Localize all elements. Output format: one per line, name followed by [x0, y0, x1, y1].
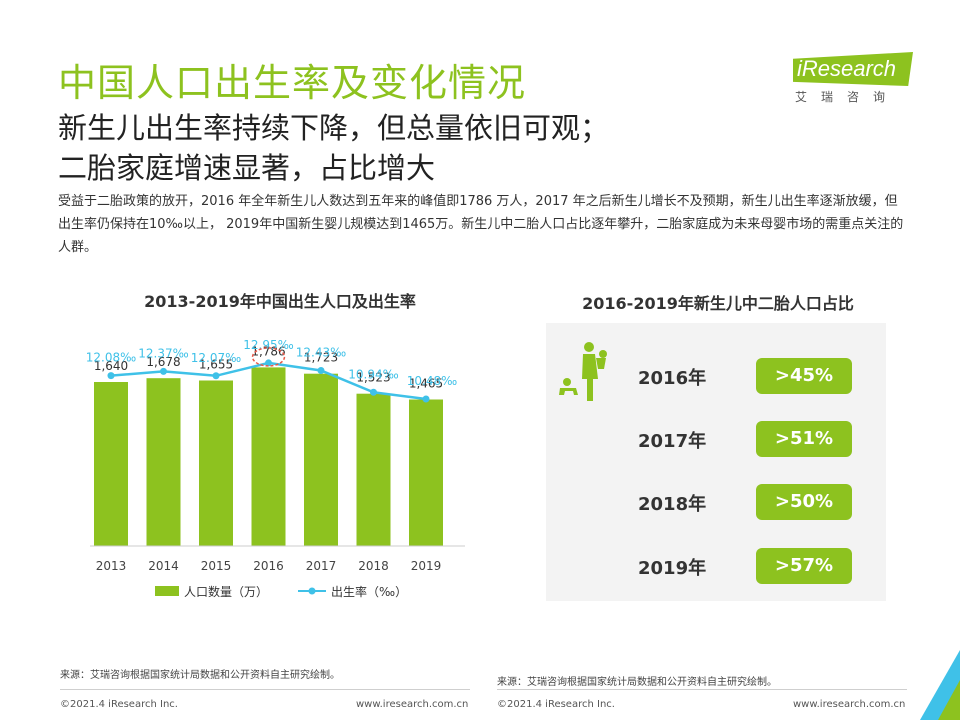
iresearch-logo: iResearch 艾瑞咨询	[793, 52, 913, 108]
x-tick-label-2019: 2019	[411, 559, 442, 573]
population-bar-2018	[356, 393, 391, 546]
rate-value-label-2017: 12.43‰	[296, 346, 346, 360]
rate-value-label-2015: 12.07‰	[191, 351, 241, 365]
family-icon	[559, 342, 607, 401]
share-row-2017: 2017年 >51%	[546, 419, 886, 459]
x-tick-label-2013: 2013	[96, 559, 127, 573]
population-bar-2013	[94, 382, 128, 546]
share-year: 2018年	[638, 494, 707, 515]
x-tick-label-2014: 2014	[148, 559, 179, 573]
rate-value-label-2016: 12.95‰	[243, 338, 293, 352]
share-row-2018: 2018年 >50%	[546, 482, 886, 522]
x-tick-label-2018: 2018	[358, 559, 389, 573]
birth-rate-point-2017	[317, 367, 325, 375]
subtitle-line-2: 二胎家庭增速显著，占比增大	[58, 151, 436, 185]
copyright-right: ©2021.4 iResearch Inc.	[497, 699, 615, 710]
population-bar-2016	[251, 367, 286, 546]
footer-divider-left	[60, 689, 470, 690]
footer-divider-right	[497, 689, 907, 690]
x-tick-label-2017: 2017	[306, 559, 337, 573]
bar-value-label-2017: 1,723	[304, 351, 338, 365]
source-note-right: 来源：艾瑞咨询根据国家统计局数据和公开资料自主研究绘制。	[497, 677, 777, 688]
legend-label-population: 人口数量（万）	[184, 584, 268, 599]
birth-rate-point-2019	[422, 395, 430, 403]
bar-value-label-2016: 1,786	[251, 344, 285, 358]
copyright-left: ©2021.4 iResearch Inc.	[60, 699, 178, 710]
second-chart-title: 2016-2019年新生儿中二胎人口占比	[582, 294, 854, 313]
x-tick-label-2016: 2016	[253, 559, 284, 573]
legend-label-rate: 出生率（‰）	[331, 584, 407, 599]
bar-value-label-2015: 1,655	[199, 358, 233, 372]
share-row-2019: 2019年 >57%	[546, 546, 886, 586]
population-bar-2019	[409, 399, 443, 546]
share-year: 2016年	[638, 368, 707, 389]
description-text: 受益于二胎政策的放开，2016 年全年新生儿人数达到五年来的峰值即1786 万人…	[58, 194, 904, 255]
rate-value-label-2019: 10.48‰	[407, 374, 457, 388]
bar-value-label-2018: 1,523	[356, 371, 390, 385]
population-bar-2017	[304, 373, 338, 546]
birth-rate-point-2014	[160, 367, 167, 375]
birth-rate-point-2018	[370, 388, 377, 396]
logo-brand-text: iResearch	[797, 56, 897, 81]
rate-value-label-2018: 10.94‰	[348, 367, 398, 381]
rate-value-label-2013: 12.08‰	[86, 351, 136, 365]
legend-swatch-rate-point	[308, 587, 316, 595]
page-subtitle: 新生儿出生率持续下降，但总量依旧可观； 二胎家庭增速显著，占比增大	[58, 108, 609, 188]
logo-cn-text: 艾瑞咨询	[795, 90, 900, 104]
corner-decoration	[920, 650, 960, 720]
bar-value-label-2019: 1,465	[409, 377, 443, 391]
bar-value-label-2014: 1,678	[146, 355, 180, 369]
page-title: 中国人口出生率及变化情况	[58, 61, 527, 105]
x-tick-label-2015: 2015	[201, 559, 232, 573]
legend-swatch-population	[155, 586, 179, 596]
url-right[interactable]: www.iresearch.com.cn	[793, 699, 906, 710]
birth-rate-point-2013	[107, 372, 115, 380]
birth-rate-point-2016	[265, 359, 272, 367]
share-badge: >50%	[756, 484, 852, 520]
share-year: 2019年	[638, 558, 707, 579]
bar-value-label-2013: 1,640	[94, 359, 128, 373]
share-row-2016: 2016年 >45%	[546, 356, 886, 396]
share-year: 2017年	[638, 431, 707, 452]
birth-chart: 1,640 2013 1,678 2014 1,655 2015 1,786 2016 1,72…	[86, 338, 465, 599]
share-badge: >57%	[756, 548, 852, 584]
subtitle-line-1: 新生儿出生率持续下降，但总量依旧可观；	[58, 111, 610, 145]
population-bar-2014	[146, 378, 181, 546]
logo-brand-banner	[793, 52, 913, 86]
rate-value-label-2014: 12.37‰	[138, 346, 188, 360]
second-child-panel: 2016年 >45% 2017年 >51% 2018年 >50% 2019年 >…	[546, 323, 886, 601]
source-note-left: 来源：艾瑞咨询根据国家统计局数据和公开资料自主研究绘制。	[60, 670, 340, 681]
chart-title: 2013-2019年中国出生人口及出生率	[144, 292, 416, 311]
url-left[interactable]: www.iresearch.com.cn	[356, 699, 469, 710]
share-badge: >45%	[756, 358, 852, 394]
birth-rate-point-2015	[212, 372, 220, 380]
population-bar-2015	[199, 380, 233, 546]
share-badge: >51%	[756, 421, 852, 457]
